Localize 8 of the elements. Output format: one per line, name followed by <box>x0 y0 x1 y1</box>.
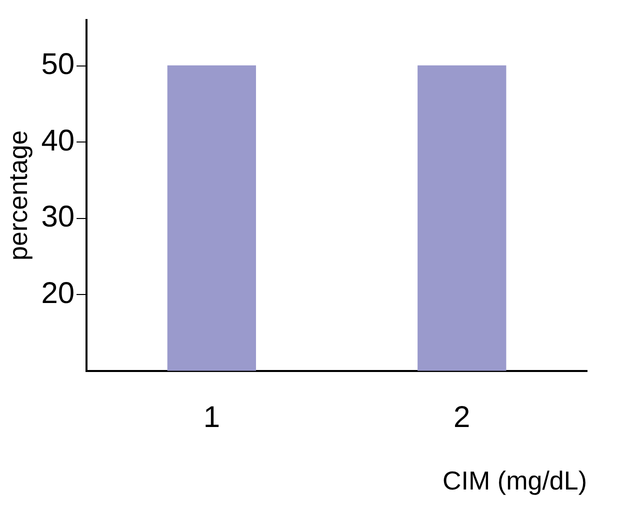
x-tick-label: 1 <box>203 401 220 434</box>
y-tick-label: 30 <box>41 200 75 234</box>
y-tick-label: 40 <box>41 124 75 158</box>
y-tick-label: 50 <box>41 48 75 82</box>
y-axis-title: percentage <box>2 130 33 260</box>
x-tick-label: 2 <box>454 401 470 434</box>
x-axis-title: CIM (mg/dL) <box>442 466 587 496</box>
y-tick-label: 20 <box>41 276 75 310</box>
